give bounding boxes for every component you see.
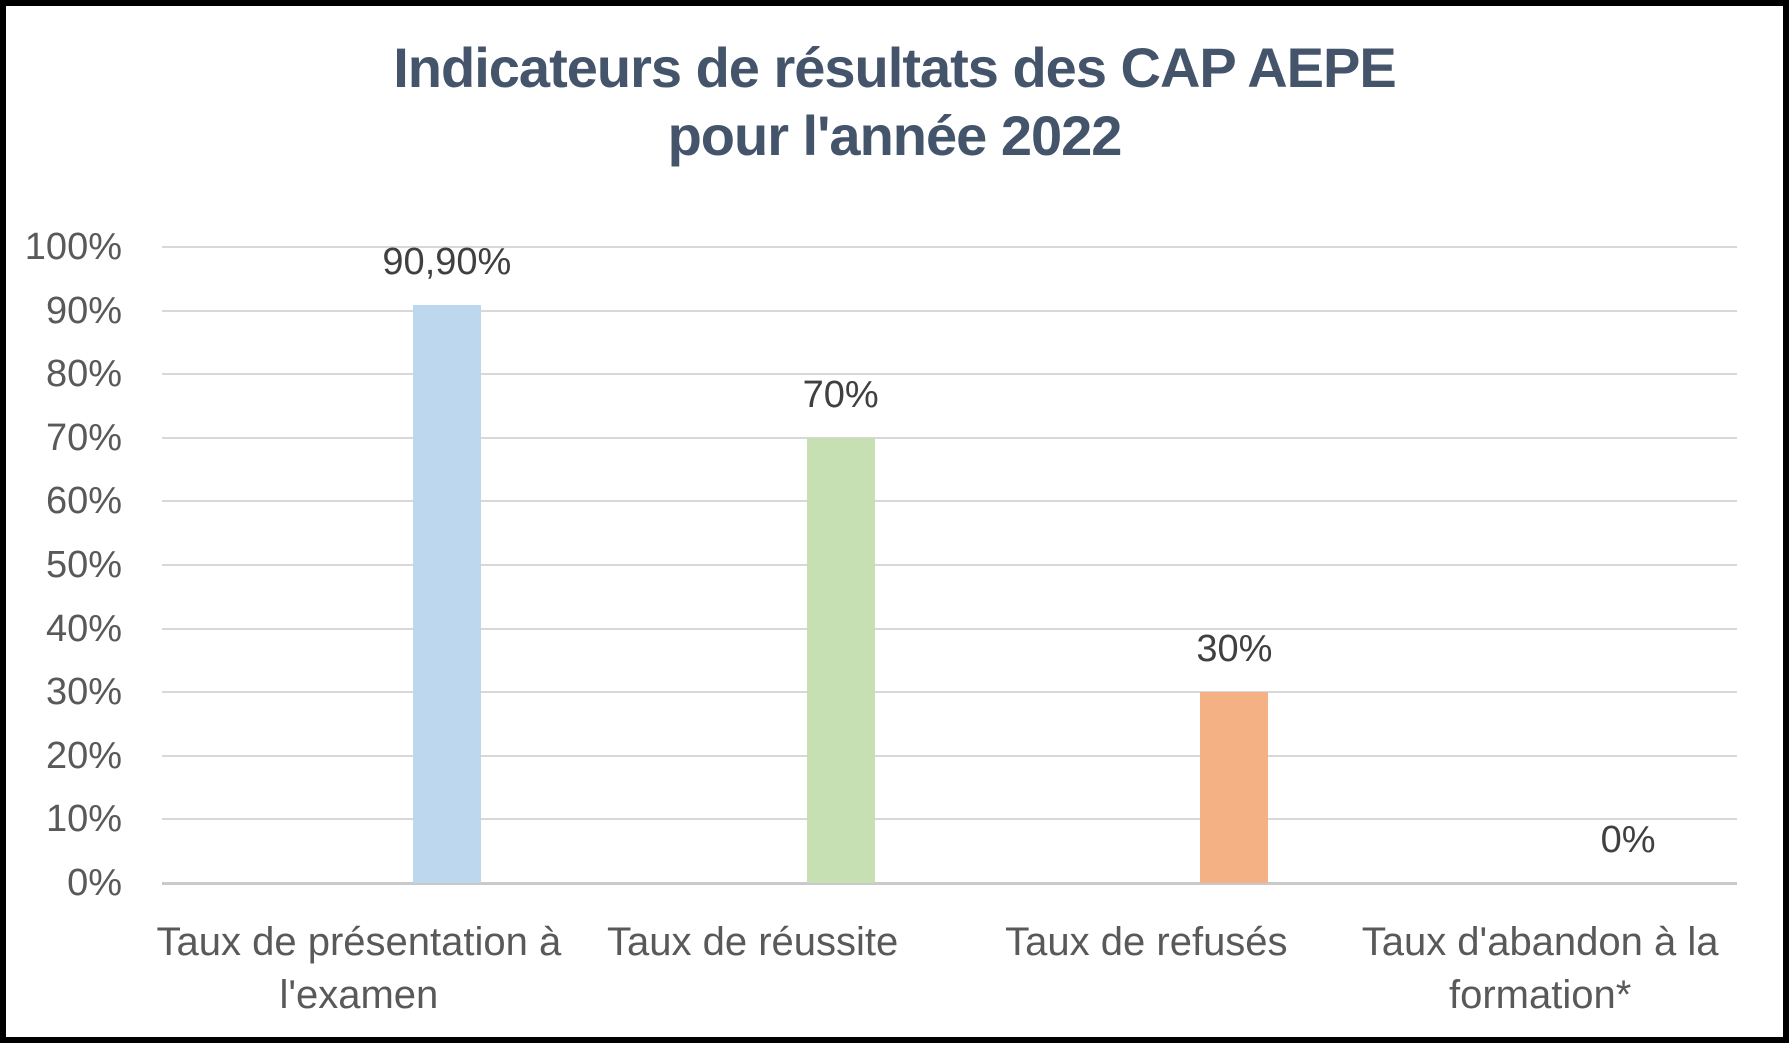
x-axis-line: [162, 882, 1737, 885]
gridline: [162, 818, 1737, 821]
category-label: Taux de réussite: [523, 916, 983, 969]
gridline: [162, 627, 1737, 630]
category-label-line: Taux d'abandon à la: [1361, 920, 1719, 964]
y-axis-tick-label: 40%: [45, 607, 122, 650]
gridline: [162, 246, 1737, 248]
y-axis-tick-label: 90%: [45, 289, 122, 332]
bar-2: [806, 437, 875, 883]
y-axis-tick-label: 20%: [45, 734, 122, 777]
data-label: 0%: [1600, 819, 1656, 861]
y-axis-tick-label: 60%: [45, 480, 122, 523]
category-label-line: Taux de présentation à: [156, 920, 562, 964]
y-axis-tick-label: 100%: [24, 226, 122, 268]
gridline: [162, 691, 1737, 694]
data-label: 90,90%: [382, 240, 512, 283]
category-label: Taux de refusés: [916, 916, 1376, 969]
chart-title: Indicateurs de résultats des CAP AEPE po…: [0, 34, 1789, 170]
category-label: Taux d'abandon à la formation*: [1310, 916, 1770, 1022]
category-label: Taux de présentation à l'examen: [129, 916, 589, 1022]
y-axis-tick-label: 50%: [45, 544, 122, 586]
y-axis-tick-label: 0%: [67, 862, 122, 904]
bar-3: [1200, 692, 1269, 883]
category-label-line: Taux de réussite: [606, 920, 899, 964]
y-axis-tick-label: 30%: [45, 671, 122, 714]
y-axis-tick-label: 10%: [45, 798, 122, 841]
gridline: [162, 309, 1737, 312]
bar-1: [412, 304, 481, 883]
chart-title-line-2: pour l'année 2022: [667, 104, 1123, 167]
gridline: [162, 500, 1737, 503]
category-label-line: formation*: [1448, 973, 1632, 1017]
gridline: [162, 564, 1737, 566]
y-axis-tick-label: 70%: [45, 416, 122, 459]
gridline: [162, 373, 1737, 376]
y-axis-tick-label: 80%: [45, 353, 122, 396]
gridline: [162, 436, 1737, 439]
data-label: 30%: [1196, 628, 1273, 671]
gridline: [162, 754, 1737, 757]
category-label-line: l'examen: [279, 973, 439, 1017]
chart-title-line-1: Indicateurs de résultats des CAP AEPE: [393, 36, 1396, 99]
data-label: 70%: [802, 373, 879, 416]
category-label-line: Taux de refusés: [1005, 920, 1288, 964]
